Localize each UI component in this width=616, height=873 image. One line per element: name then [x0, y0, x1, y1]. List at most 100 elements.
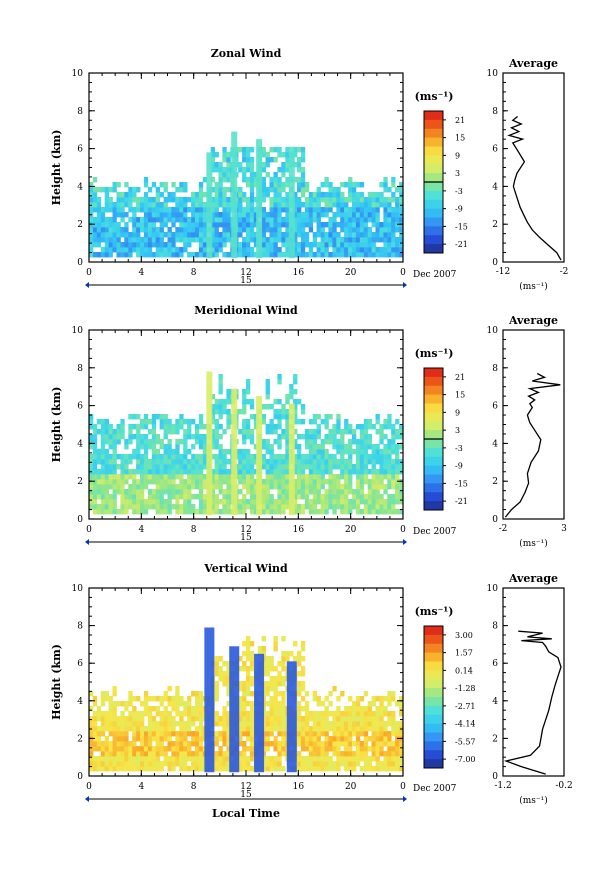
heatmap-cell	[320, 474, 325, 480]
heatmap-cell	[379, 726, 384, 732]
heatmap-cell	[210, 494, 215, 500]
heatmap-cell	[383, 711, 388, 717]
heatmap-cell	[175, 227, 180, 233]
heatmap-cell	[391, 177, 396, 183]
heatmap-cell	[285, 474, 290, 480]
heatmap-cell	[328, 474, 333, 480]
heatmap-cell	[167, 746, 172, 752]
heatmap-cell	[320, 237, 325, 243]
heatmap-cell	[363, 434, 369, 440]
heatmap-cell	[387, 716, 392, 722]
heatmap-cell	[198, 424, 204, 430]
heatmap-cell	[336, 424, 341, 430]
heatmap-cell	[100, 509, 106, 515]
heatmap-cell	[96, 197, 102, 203]
heatmap-cell	[379, 696, 384, 702]
heatmap-cell	[116, 474, 121, 480]
heatmap-cell	[253, 177, 259, 183]
heatmap-cell	[265, 761, 270, 767]
heatmap-cell	[198, 726, 204, 732]
heatmap-cell	[151, 232, 157, 238]
heatmap-cell	[395, 766, 400, 772]
heatmap-cell	[359, 741, 365, 747]
heatmap-cell	[128, 192, 133, 198]
heatmap-cell	[336, 706, 341, 712]
heatmap-cell	[391, 424, 396, 430]
heatmap-cell	[112, 242, 117, 248]
heatmap-cell	[277, 711, 282, 717]
heatmap-cell	[108, 252, 113, 258]
heatmap-cell	[304, 711, 310, 717]
heatmap-cell	[312, 716, 317, 722]
heatmap-cell	[132, 741, 137, 747]
heatmap-cell	[367, 484, 372, 490]
average-x-label: (ms⁻¹)	[519, 281, 548, 292]
heatmap-cell	[348, 706, 353, 712]
heatmap-cell	[308, 444, 314, 450]
heatmap-cell	[151, 726, 157, 732]
heatmap-cell	[363, 766, 369, 772]
heatmap-cell	[348, 716, 353, 722]
heatmap-cell	[128, 721, 133, 727]
heatmap-cell	[108, 731, 113, 737]
heatmap-cell	[222, 711, 227, 717]
heatmap-cell	[92, 741, 98, 747]
heatmap-cell	[159, 419, 164, 425]
heatmap-cell	[218, 232, 223, 238]
heatmap-cell	[293, 252, 298, 258]
heatmap-cell	[316, 756, 321, 762]
heatmap-cell	[300, 152, 306, 158]
x-tick-label: 20	[345, 782, 357, 792]
heatmap-cell	[143, 756, 149, 762]
heatmap-cell	[297, 509, 302, 515]
heatmap-cell	[348, 439, 353, 445]
heatmap-cell	[375, 751, 380, 757]
heatmap-cell	[124, 192, 129, 198]
heatmap-cell	[92, 197, 98, 203]
heatmap-cell	[132, 434, 137, 440]
heatmap-cell	[277, 247, 282, 253]
heatmap-cell	[355, 212, 361, 218]
heatmap-cell	[344, 706, 349, 712]
heatmap-cell	[285, 449, 290, 455]
heatmap-cell	[324, 756, 329, 762]
heatmap-cell	[246, 469, 251, 475]
heatmap-cell	[332, 494, 337, 500]
heatmap-cell	[312, 252, 317, 258]
heatmap-cell	[371, 197, 376, 203]
heatmap-cell	[328, 721, 333, 727]
heatmap-cell	[379, 706, 384, 712]
heatmap-cell	[183, 756, 188, 762]
heatmap-cell	[108, 761, 113, 767]
heatmap-cell	[297, 726, 302, 732]
heatmap-cell	[242, 449, 247, 455]
heatmap-cell	[253, 237, 259, 243]
heatmap-cell	[340, 217, 345, 223]
heatmap-cell	[379, 247, 384, 253]
heatmap-cell	[202, 227, 208, 233]
heatmap-cell	[116, 761, 121, 767]
heatmap-cell	[163, 484, 168, 490]
heatmap-cell	[238, 429, 243, 435]
heatmap-cell	[285, 429, 290, 435]
heatmap-cell	[304, 232, 310, 238]
heatmap-cell	[277, 504, 282, 510]
y-tick-label: 2	[77, 734, 83, 744]
heatmap-cell	[238, 736, 243, 742]
heatmap-cell	[163, 429, 168, 435]
heatmap-cell	[242, 494, 247, 500]
heatmap-cell	[336, 414, 341, 420]
heatmap-cell	[285, 439, 290, 445]
heatmap-cell	[332, 429, 337, 435]
heatmap-cell	[96, 494, 102, 500]
heatmap-cell	[340, 434, 345, 440]
heatmap-cell	[399, 756, 404, 762]
heatmap-cell	[352, 489, 357, 495]
heatmap-cell	[246, 419, 251, 425]
heatmap-cell	[391, 766, 396, 772]
heatmap-cell	[277, 741, 282, 747]
heatmap-cell	[312, 726, 317, 732]
heatmap-cell	[391, 207, 396, 213]
heatmap-cell	[163, 414, 168, 420]
heatmap-cell	[340, 716, 345, 722]
